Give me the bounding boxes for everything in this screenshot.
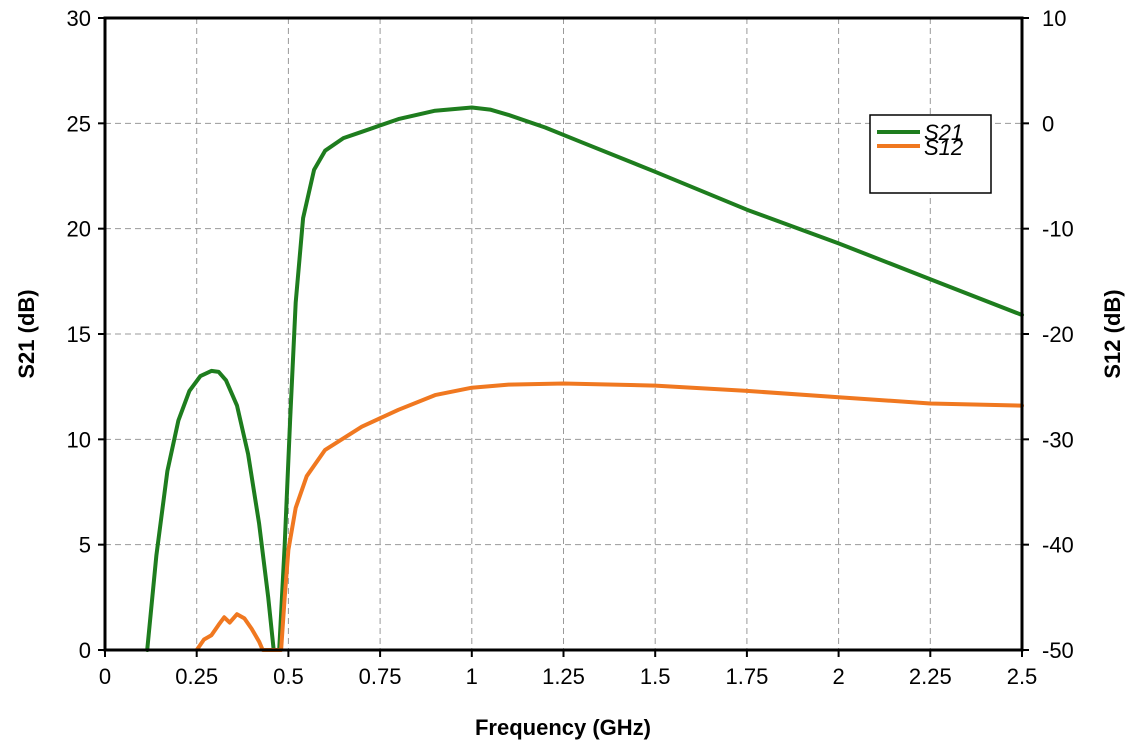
x-axis-title: Frequency (GHz) (475, 715, 651, 740)
y-axis-title: S21 (dB) (14, 289, 39, 378)
x-tick-label: 0.25 (175, 664, 218, 689)
y2-tick-label: -30 (1042, 427, 1074, 452)
series-lines (145, 105, 1024, 652)
x-tick-label: 2.25 (909, 664, 952, 689)
x-tick-label: 1.5 (640, 664, 671, 689)
y-tick-label: 20 (67, 217, 91, 242)
legend-label-s21: S21 (924, 120, 963, 145)
y2-tick-label: -40 (1042, 533, 1074, 558)
x-tick-label: 1.75 (725, 664, 768, 689)
series-line-s12 (194, 381, 1024, 652)
x-tick-label: 1.25 (542, 664, 585, 689)
series-line-s21 (145, 105, 1024, 652)
legend: S21 S12 (869, 114, 992, 194)
x-tick-label: 2.5 (1007, 664, 1038, 689)
legend-box (869, 114, 992, 194)
y2-tick-label: 0 (1042, 111, 1054, 136)
y2-tick-label: -10 (1042, 217, 1074, 242)
y2-tick-label: 10 (1042, 6, 1066, 31)
y-tick-label: 0 (79, 638, 91, 663)
x-tick-label: 0 (99, 664, 111, 689)
x-tick-label: 0.75 (359, 664, 402, 689)
y2-axis-title: S12 (dB) (1100, 289, 1125, 378)
x-tick-label: 0.5 (273, 664, 304, 689)
y-tick-label: 25 (67, 111, 91, 136)
legend-label-s12: S12 (924, 135, 963, 160)
y-tick-label: 30 (67, 6, 91, 31)
y2-tick-label: -50 (1042, 638, 1074, 663)
tick-labels: 0 0.25 0.5 0.75 1 1.25 1.5 1.75 2 2.25 2.5 0 5 10 15 20… (67, 6, 1074, 689)
y-tick-label: 5 (79, 533, 91, 558)
x-tick-label: 2 (832, 664, 844, 689)
y-tick-label: 15 (67, 322, 91, 347)
x-tick-label: 1 (466, 664, 478, 689)
y-tick-label: 10 (67, 427, 91, 452)
y2-tick-label: -20 (1042, 322, 1074, 347)
grid-lines (105, 18, 1022, 650)
axis-ticks (98, 17, 1029, 657)
